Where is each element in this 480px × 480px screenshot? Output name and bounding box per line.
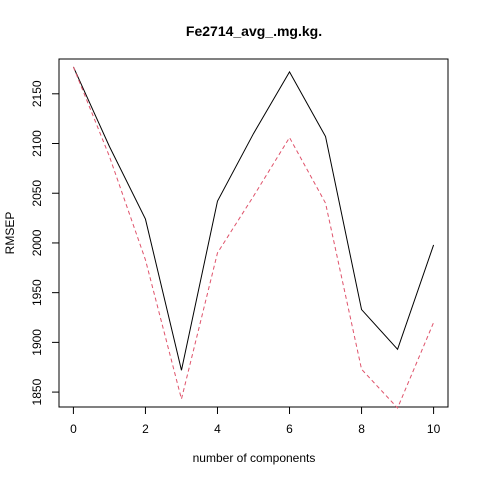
x-tick-label: 0 — [70, 422, 77, 436]
x-axis-label: number of components — [193, 451, 316, 465]
x-tick-label: 6 — [286, 422, 293, 436]
y-tick-label: 1850 — [30, 378, 44, 405]
chart-title: Fe2714_avg_.mg.kg. — [186, 23, 322, 39]
series-layer — [72, 66, 435, 409]
y-tick-label: 1900 — [30, 329, 44, 356]
y-tick-label: 1950 — [30, 279, 44, 306]
x-tick-label: 2 — [142, 422, 149, 436]
y-axis: 1850 1900 1950 2000 2050 2100 2150 — [30, 80, 60, 405]
x-tick-label: 8 — [358, 422, 365, 436]
series-2-line — [72, 66, 435, 409]
series-1-line — [72, 66, 435, 371]
y-tick-label: 2100 — [30, 130, 44, 157]
x-tick-label: 4 — [214, 422, 221, 436]
plot-frame — [58, 58, 449, 408]
y-tick-label: 2000 — [30, 229, 44, 256]
y-axis-label: RMSEP — [3, 212, 17, 255]
y-tick-label: 2050 — [30, 180, 44, 207]
y-tick-label: 2150 — [30, 80, 44, 107]
x-axis: 0 2 4 6 8 10 — [70, 406, 441, 436]
x-tick-label: 10 — [427, 422, 441, 436]
